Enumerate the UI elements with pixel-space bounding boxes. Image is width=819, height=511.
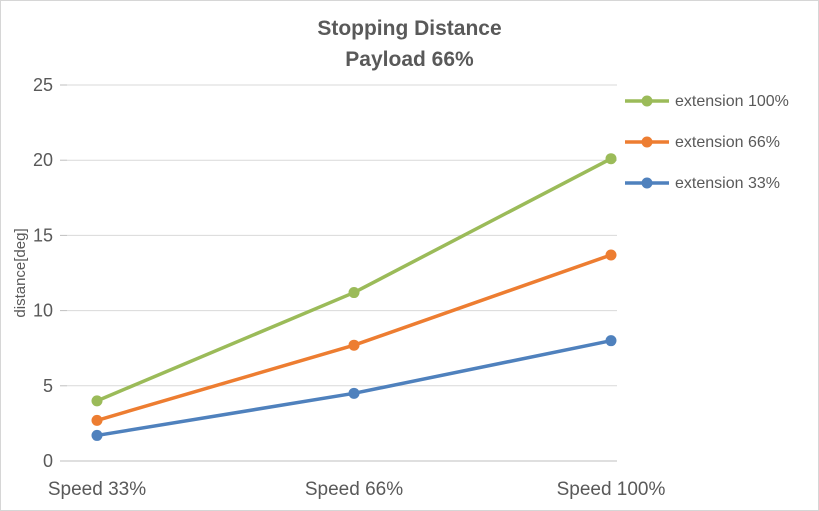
legend-item: extension 33% bbox=[625, 175, 780, 192]
y-tick-label: 10 bbox=[33, 301, 53, 321]
data-point-marker bbox=[348, 339, 360, 351]
data-point-marker bbox=[348, 387, 360, 399]
series-line bbox=[95, 156, 613, 403]
chart-title-block: Stopping Distance Payload 66% bbox=[1, 13, 818, 75]
y-tick-label: 25 bbox=[33, 75, 53, 95]
data-point-marker bbox=[605, 249, 617, 261]
y-tick-label: 15 bbox=[33, 225, 53, 245]
chart-title: Stopping Distance bbox=[317, 17, 502, 40]
y-axis-title: distance[deg] bbox=[12, 228, 29, 317]
data-point-marker bbox=[605, 153, 617, 165]
legend-label: extension 33% bbox=[675, 175, 780, 192]
data-point-marker bbox=[348, 287, 360, 299]
x-category-label: Speed 66% bbox=[305, 479, 403, 500]
y-tick-label: 5 bbox=[43, 376, 53, 396]
y-tick-label: 0 bbox=[43, 451, 53, 471]
data-point-marker bbox=[605, 335, 617, 347]
legend-swatch-marker bbox=[641, 177, 653, 189]
legend-swatch-marker bbox=[641, 136, 653, 148]
legend-label: extension 66% bbox=[675, 134, 780, 151]
data-point-marker bbox=[91, 429, 103, 441]
chart-subtitle: Payload 66% bbox=[345, 48, 474, 71]
data-point-marker bbox=[91, 414, 103, 426]
legend-item: extension 100% bbox=[625, 93, 789, 110]
legend-item: extension 66% bbox=[625, 134, 780, 151]
data-point-marker bbox=[91, 395, 103, 407]
y-tick-label: 20 bbox=[33, 150, 53, 170]
legend-swatch-marker bbox=[641, 95, 653, 107]
legend-label: extension 100% bbox=[675, 93, 789, 110]
x-category-label: Speed 100% bbox=[557, 479, 666, 500]
x-category-label: Speed 33% bbox=[48, 479, 146, 500]
